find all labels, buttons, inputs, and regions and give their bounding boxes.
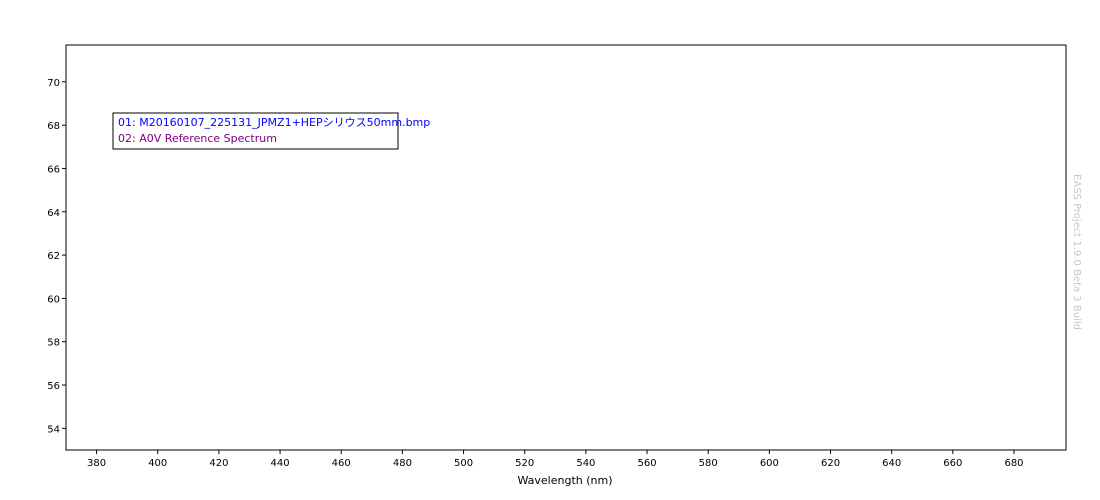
y-tick-label: 58: [47, 338, 60, 349]
x-axis-title: Wavelength (nm): [517, 474, 612, 487]
y-tick-label: 56: [47, 381, 60, 392]
y-tick-label: 66: [47, 164, 60, 175]
y-tick-label: 64: [47, 208, 60, 219]
y-tick-label: 70: [47, 78, 60, 89]
x-tick-label: 380: [87, 458, 106, 469]
x-tick-label: 460: [332, 458, 351, 469]
plot-area-frame: [65, 44, 1067, 451]
x-tick-label: 400: [148, 458, 167, 469]
x-tick-label: 580: [699, 458, 718, 469]
legend-entry-2: 02: A0V Reference Spectrum: [118, 132, 277, 145]
x-tick-label: 600: [760, 458, 779, 469]
y-tick-label: 60: [47, 294, 60, 305]
x-tick-label: 480: [393, 458, 412, 469]
x-tick-label: 620: [821, 458, 840, 469]
x-tick-label: 500: [454, 458, 473, 469]
x-tick-label: 440: [271, 458, 290, 469]
axes: 380 400 420 440 460 480 500 520 540 560 580 600 620 6…: [47, 44, 1067, 469]
watermark-text: EASS Project 1.9.0 Beta 3 Build: [1071, 174, 1082, 330]
x-tick-label: 420: [209, 458, 228, 469]
x-tick-label: 640: [882, 458, 901, 469]
y-tick-label: 68: [47, 121, 60, 132]
legend: 01: M20160107_225131_JPMZ1+HEPシリウス50mm.b…: [112, 112, 430, 150]
y-tick-label: 62: [47, 251, 60, 262]
x-tick-label: 660: [943, 458, 962, 469]
x-tick-label: 520: [515, 458, 534, 469]
x-tick-label: 540: [576, 458, 595, 469]
legend-box: [112, 112, 399, 150]
x-tick-label: 560: [637, 458, 656, 469]
legend-entry-1: 01: M20160107_225131_JPMZ1+HEPシリウス50mm.b…: [118, 116, 430, 129]
y-tick-label: 54: [47, 424, 60, 435]
x-tick-label: 680: [1004, 458, 1023, 469]
